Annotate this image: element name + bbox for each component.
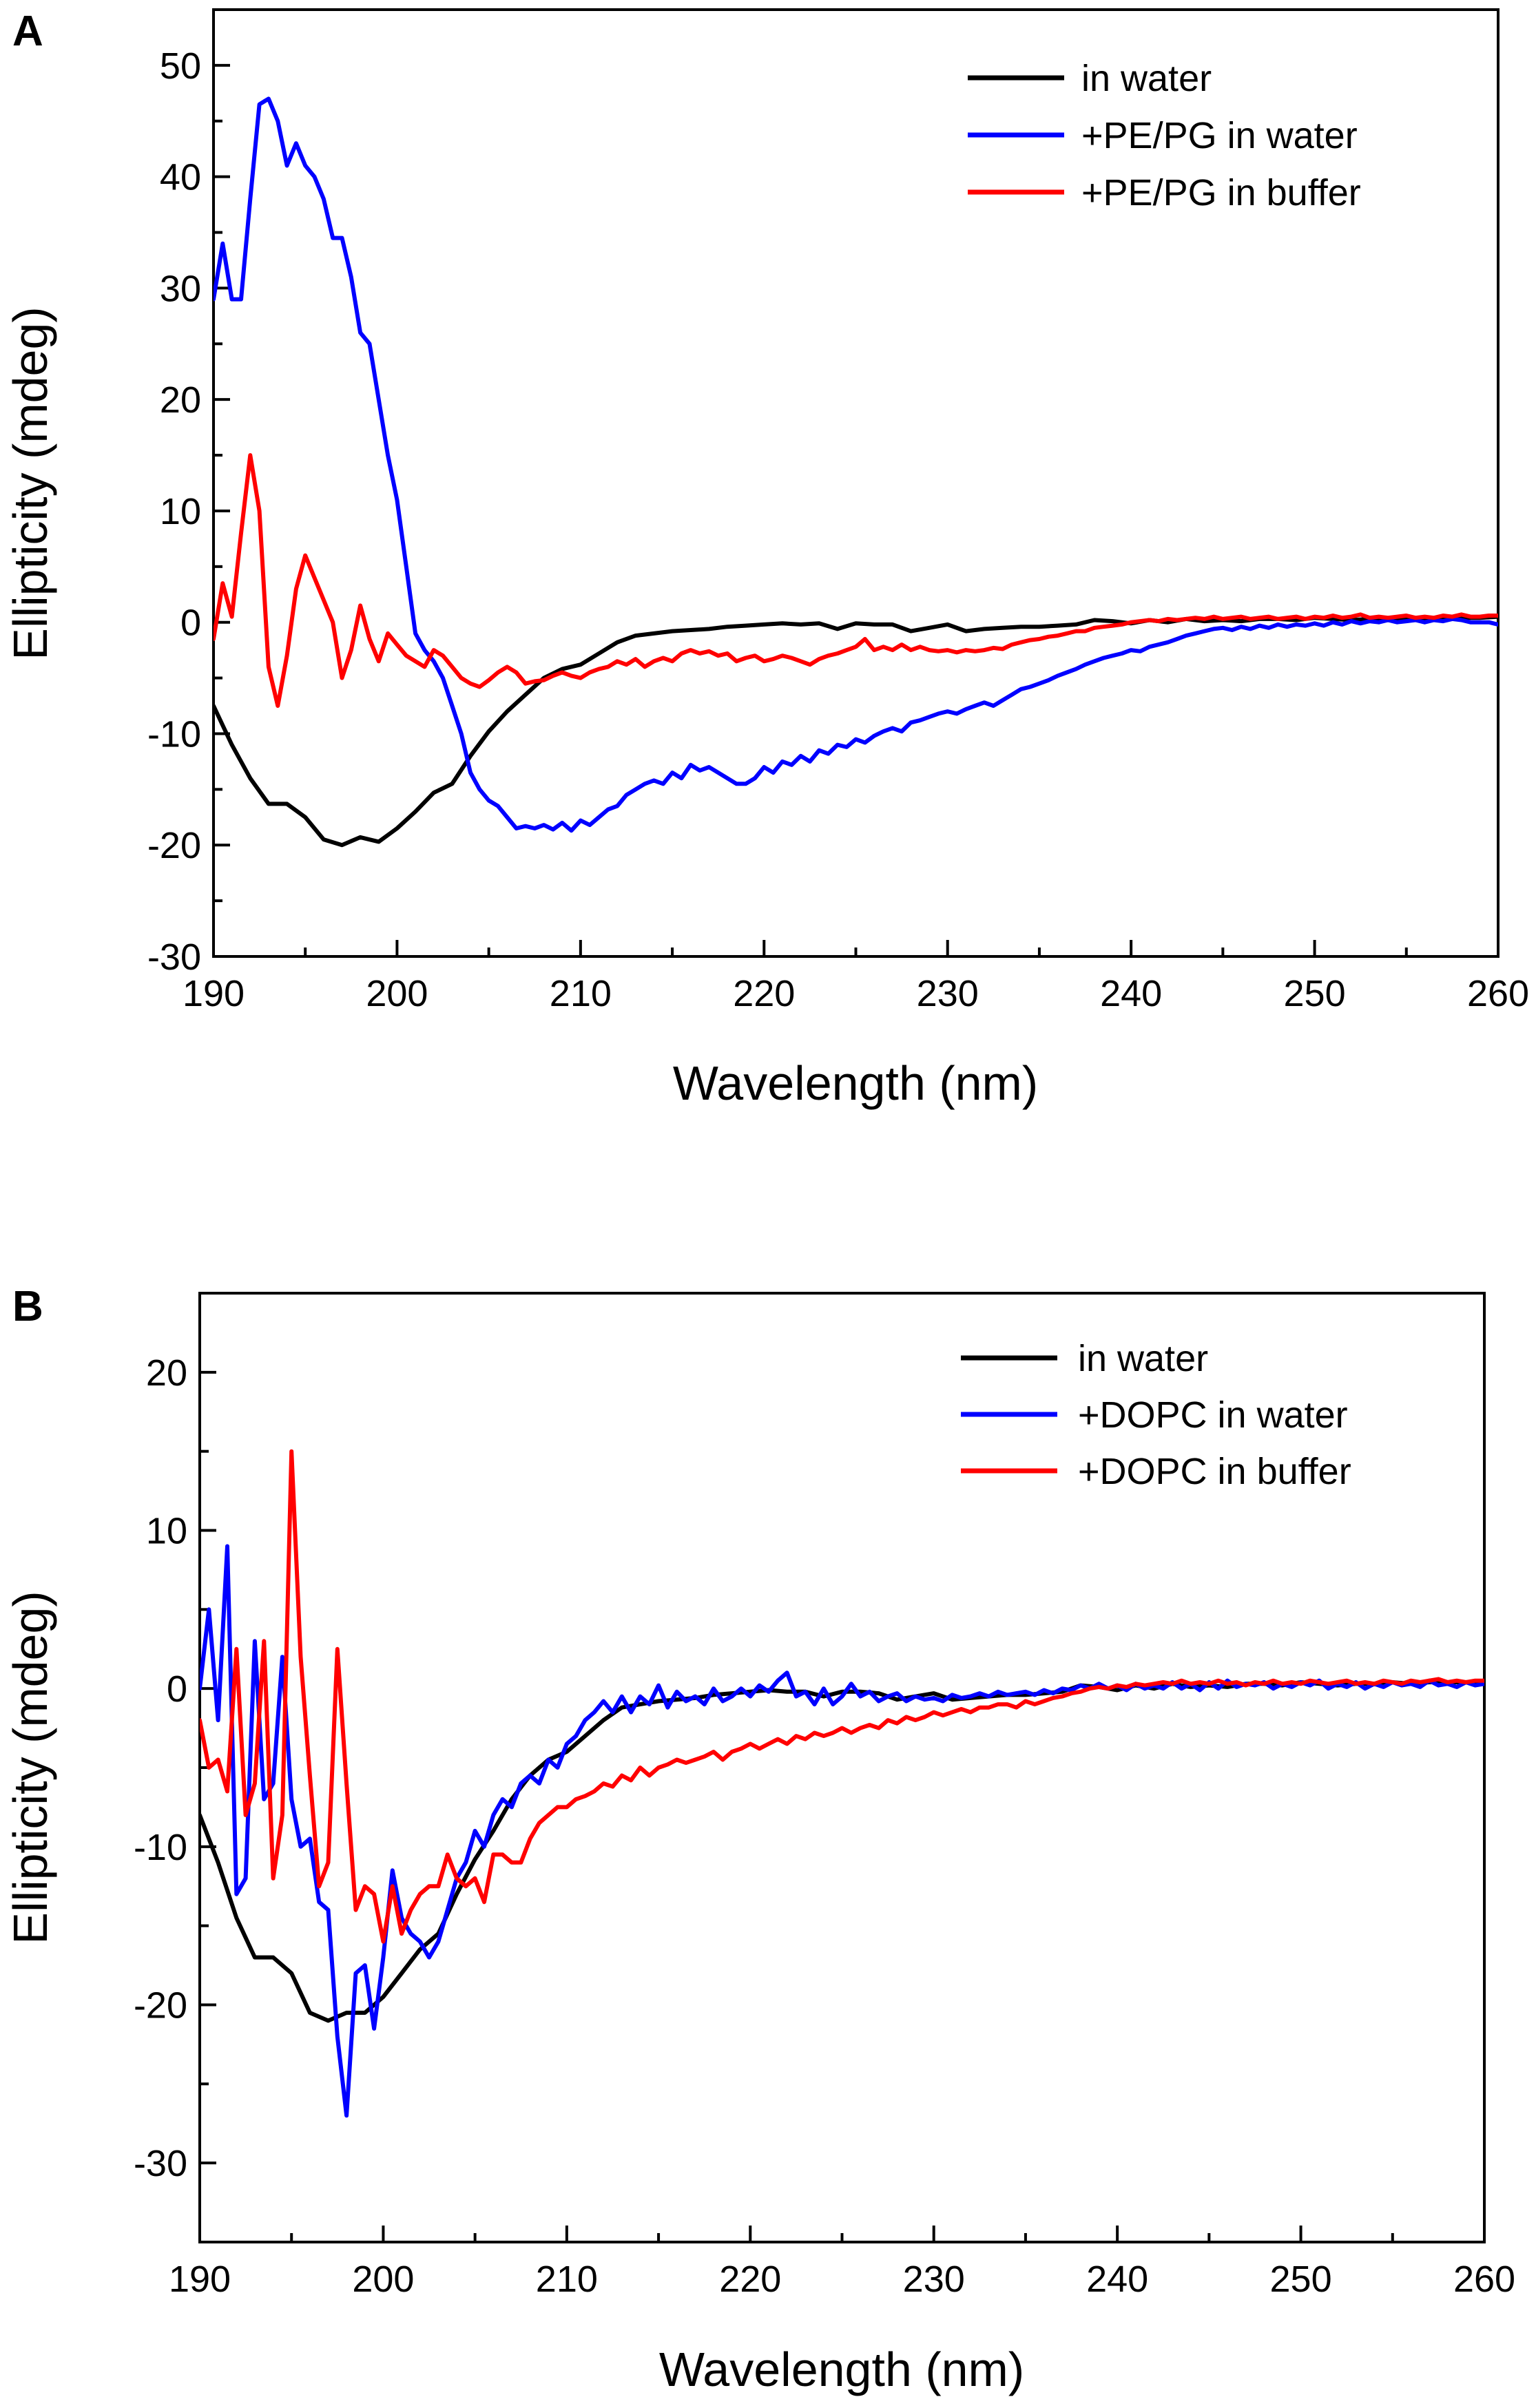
- legend-label-in-water: in water: [1081, 58, 1212, 99]
- y-tick-label: 50: [160, 45, 201, 87]
- legend-label-dopc-water: +DOPC in water: [1078, 1394, 1348, 1436]
- legend-label-pe-pg-buffer: +PE/PG in buffer: [1081, 172, 1361, 213]
- x-tick-label: 220: [719, 2259, 781, 2300]
- y-tick-label: 0: [180, 603, 201, 644]
- x-tick-label: 210: [550, 973, 612, 1014]
- legend-label-in-water: in water: [1078, 1338, 1208, 1379]
- y-tick-label: 10: [146, 1511, 187, 1552]
- x-tick-label: 200: [352, 2259, 414, 2300]
- x-tick-label: 240: [1100, 973, 1162, 1014]
- x-tick-labels: 190 200 210 220 230 240 250 260: [169, 2259, 1515, 2300]
- x-axis-title: Wavelength (nm): [673, 1056, 1038, 1110]
- x-axis-title: Wavelength (nm): [659, 2343, 1024, 2396]
- series-line-dopc-in-buffer: [200, 1449, 1484, 1944]
- y-tick-label: 0: [167, 1668, 187, 1710]
- x-tick-label: 200: [366, 973, 428, 1014]
- x-tick-label: 190: [183, 973, 245, 1014]
- y-tick-label: -30: [134, 2143, 187, 2184]
- series-line-in-water: [214, 614, 1498, 848]
- x-tick-label: 250: [1270, 2259, 1332, 2300]
- y-tick-label: 10: [160, 491, 201, 532]
- y-axis-title: Ellipticity (mdeg): [3, 306, 57, 660]
- y-tick-label: -10: [134, 1827, 187, 1868]
- y-tick-label: -20: [134, 1985, 187, 2027]
- plot-area: [214, 96, 1498, 848]
- x-tick-label: 220: [733, 973, 795, 1014]
- panel-b: B -30 -20 -10 0 10 20 190 200 210 220 230 240 250 26…: [3, 1283, 1515, 2396]
- legend-label-pe-pg-water: +PE/PG in water: [1081, 115, 1358, 156]
- legend-label-dopc-buffer: +DOPC in buffer: [1078, 1451, 1351, 1492]
- series-line-pe-pg-in-water: [214, 96, 1498, 833]
- y-tick-label: -20: [147, 825, 201, 866]
- panel-label-a: A: [12, 8, 43, 55]
- series-line-pe-pg-in-buffer: [214, 453, 1498, 708]
- y-tick-label: 40: [160, 157, 201, 198]
- y-tick-labels: -30 -20 -10 0 10 20 30 40 50: [147, 45, 201, 978]
- x-tick-label: 240: [1086, 2259, 1148, 2300]
- series-line-dopc-in-water: [200, 1544, 1484, 2118]
- x-tick-label: 260: [1467, 973, 1529, 1014]
- x-tick-label: 230: [903, 2259, 965, 2300]
- y-tick-label: -30: [147, 936, 201, 978]
- x-tick-label: 260: [1453, 2259, 1515, 2300]
- legend: in water +PE/PG in water +PE/PG in buffe…: [968, 58, 1361, 213]
- panel-label-b: B: [12, 1283, 43, 1330]
- x-tick-label: 210: [536, 2259, 598, 2300]
- x-tick-label: 250: [1284, 973, 1346, 1014]
- series-line-in-water: [200, 1678, 1484, 2023]
- plot-area: [200, 1449, 1484, 2118]
- panel-a: A -30 -20 -10 0 10 20 30 40 50 190 200 210 220 230 24…: [3, 8, 1529, 1110]
- y-axis-title: Ellipticity (mdeg): [3, 1591, 57, 1944]
- y-tick-labels: -30 -20 -10 0 10 20: [134, 1352, 187, 2184]
- y-tick-label: 30: [160, 268, 201, 309]
- x-tick-labels: 190 200 210 220 230 240 250 260: [183, 973, 1529, 1014]
- x-tick-label: 230: [917, 973, 979, 1014]
- y-tick-label: 20: [146, 1352, 187, 1394]
- legend: in water +DOPC in water +DOPC in buffer: [961, 1338, 1351, 1492]
- x-tick-label: 190: [169, 2259, 231, 2300]
- y-tick-label: 20: [160, 379, 201, 421]
- y-tick-label: -10: [147, 713, 201, 755]
